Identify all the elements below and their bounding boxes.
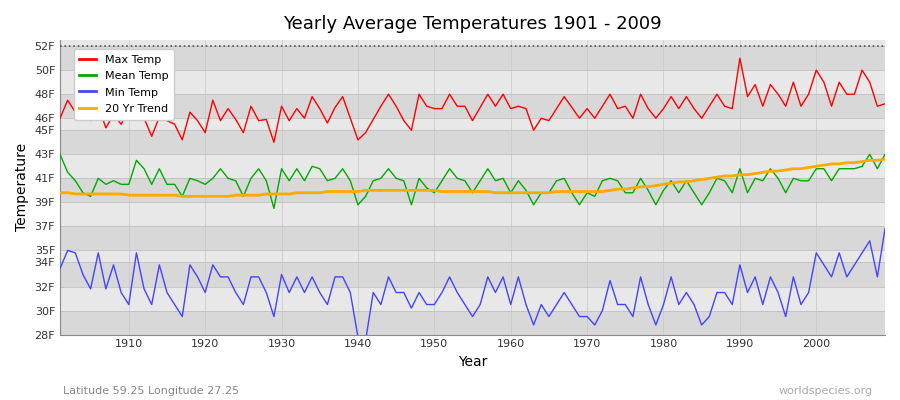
- Bar: [60, 130, 885, 154]
- Bar: [60, 154, 885, 178]
- Text: Latitude 59.25 Longitude 27.25: Latitude 59.25 Longitude 27.25: [63, 386, 239, 396]
- Y-axis label: Temperature: Temperature: [15, 143, 29, 232]
- Bar: [60, 34, 885, 46]
- Bar: [60, 250, 885, 262]
- Bar: [60, 118, 885, 130]
- X-axis label: Year: Year: [458, 355, 487, 369]
- Bar: [60, 286, 885, 310]
- Legend: Max Temp, Mean Temp, Min Temp, 20 Yr Trend: Max Temp, Mean Temp, Min Temp, 20 Yr Tre…: [74, 49, 174, 120]
- Bar: [60, 202, 885, 226]
- Bar: [60, 310, 885, 334]
- Bar: [60, 46, 885, 70]
- Bar: [60, 226, 885, 250]
- Bar: [60, 94, 885, 118]
- Bar: [60, 178, 885, 202]
- Bar: [60, 262, 885, 286]
- Title: Yearly Average Temperatures 1901 - 2009: Yearly Average Temperatures 1901 - 2009: [284, 15, 662, 33]
- Text: worldspecies.org: worldspecies.org: [778, 386, 873, 396]
- Bar: [60, 70, 885, 94]
